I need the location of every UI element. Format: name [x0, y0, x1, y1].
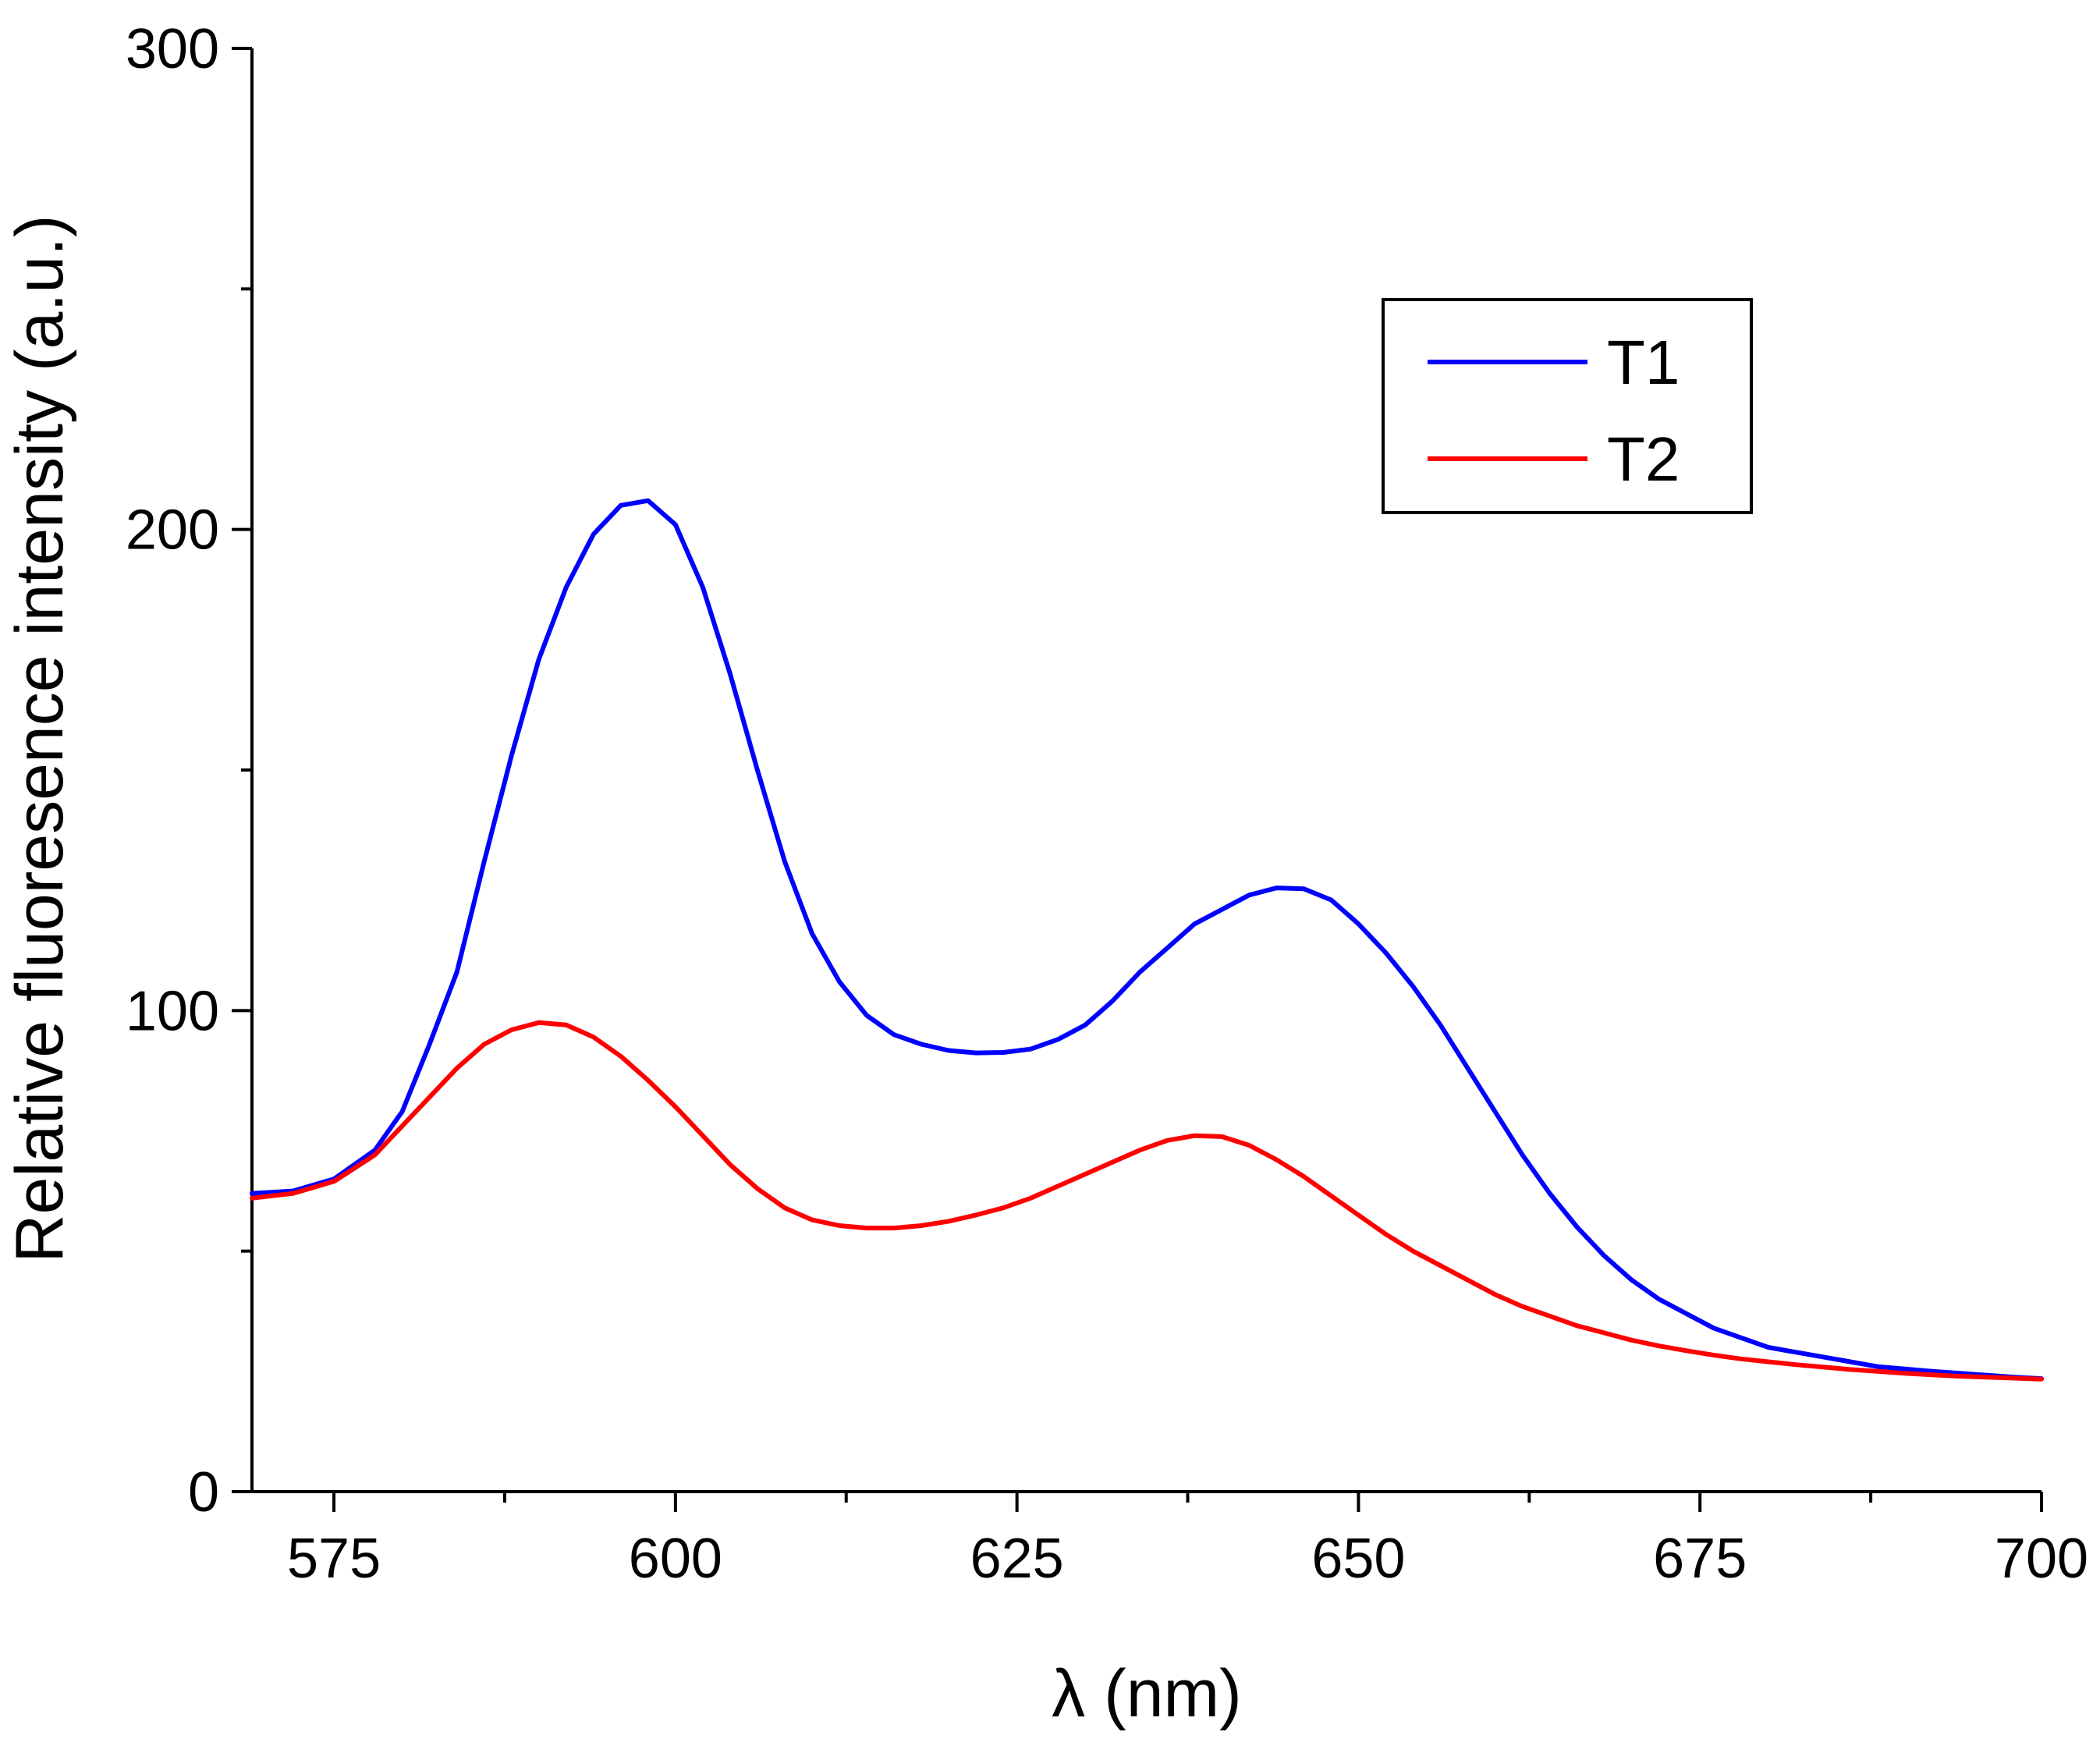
x-tick-label-625: 625 [970, 1528, 1064, 1590]
data-series [250, 498, 2044, 1382]
legend-label-t2: T2 [1607, 424, 1680, 494]
x-tick-label-575: 575 [287, 1528, 381, 1590]
x-tick-label-675: 675 [1653, 1528, 1747, 1590]
y-axis-title: Relative fluoresence intensity (a.u.) [2, 215, 77, 1262]
axes: 0 100 200 300 575 600 625 650 675 700 [126, 18, 2088, 1590]
legend-label-t1: T1 [1607, 328, 1680, 397]
series-line-t1 [250, 498, 2044, 1382]
y-tick-label-0: 0 [188, 1461, 219, 1524]
x-axis-title: λ (nm) [1052, 1656, 1242, 1731]
x-tick-label-600: 600 [629, 1528, 722, 1590]
y-tick-label-200: 200 [126, 499, 219, 562]
x-tick-label-700: 700 [1995, 1528, 2088, 1590]
y-tick-label-300: 300 [126, 18, 219, 80]
series-line-t2 [250, 1020, 2044, 1382]
x-tick-label-650: 650 [1311, 1528, 1405, 1590]
legend-box [1382, 298, 1753, 514]
y-tick-label-100: 100 [126, 980, 219, 1042]
